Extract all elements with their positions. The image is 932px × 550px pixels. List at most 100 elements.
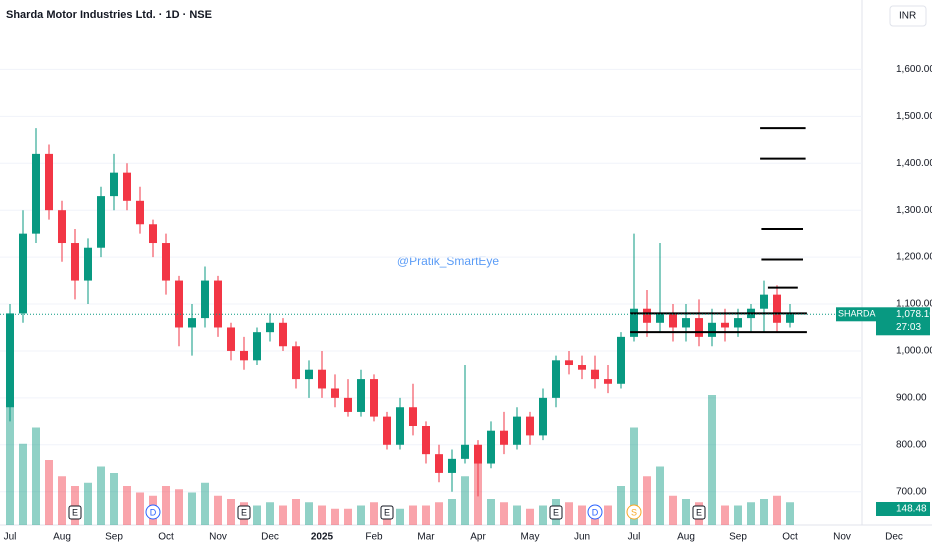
candle-body (591, 369, 599, 380)
candle-body (422, 426, 430, 455)
y-tick-label: 1,200.00 (896, 252, 932, 263)
y-tick-label: 700.00 (896, 486, 927, 497)
event-label: E (72, 507, 78, 517)
x-tick-label: Jul (4, 532, 17, 543)
volume-bar (500, 502, 508, 525)
candle-body (71, 243, 79, 281)
volume-bar (396, 508, 404, 525)
volume-tag: 148.48 K (896, 504, 932, 515)
candle-body (45, 153, 53, 211)
event-label: S (631, 507, 637, 517)
currency[interactable]: INR (899, 11, 916, 22)
volume-bar (201, 482, 209, 525)
volume-tag-box (876, 502, 930, 516)
candle-body (370, 379, 378, 417)
candle-body (266, 322, 274, 333)
volume-bar (357, 505, 365, 525)
candle-body (513, 416, 521, 445)
volume-bar (331, 508, 339, 525)
x-tick-label: Jun (574, 532, 590, 543)
event-label: E (696, 507, 702, 517)
volume-bar (175, 489, 183, 525)
candle-body (786, 314, 794, 323)
volume-bar (721, 505, 729, 525)
volume-bar (32, 427, 40, 525)
volume-bar (84, 482, 92, 525)
candle-body (110, 172, 118, 197)
volume-bar (760, 499, 768, 525)
candle-body (123, 172, 131, 201)
x-tick-label: Oct (158, 532, 174, 543)
candle-body (695, 318, 703, 337)
volume-bar (487, 499, 495, 525)
volume-bar (578, 505, 586, 525)
candle-body (760, 294, 768, 309)
volume-bar (370, 502, 378, 525)
symbol-tag-box (836, 307, 876, 322)
volume-bar (318, 505, 326, 525)
volume-bar (110, 473, 118, 525)
volume-bar (227, 499, 235, 525)
event-icon (237, 505, 251, 520)
candle-body (500, 430, 508, 445)
volume-bar (97, 466, 105, 525)
volume-bar (292, 499, 300, 525)
event-icon (692, 505, 706, 520)
volume-bar (669, 495, 677, 525)
candle-body (396, 407, 404, 445)
volume-bar (604, 505, 612, 525)
volume-bar (617, 486, 625, 525)
candle-body (149, 224, 157, 244)
candle-body (656, 313, 664, 323)
event-icon (380, 505, 394, 520)
event-icon (145, 504, 161, 520)
y-tick-label: 1,100.00 (896, 299, 932, 310)
y-tick-label: 1,000.00 (896, 346, 932, 357)
volume-bar (58, 476, 66, 525)
candle-body (643, 308, 651, 323)
candle-body (331, 388, 339, 398)
watermark: @Pratik_SmartEye (397, 254, 500, 268)
candle-body (409, 407, 417, 427)
event-icon (68, 505, 82, 520)
volume-bar (305, 502, 313, 525)
volume-bar (565, 502, 573, 525)
volume-bar (747, 502, 755, 525)
candle-body (708, 322, 716, 337)
candle-body (461, 444, 469, 459)
y-tick-label: 900.00 (896, 392, 927, 403)
price-tag: 1,078.10 (896, 309, 932, 320)
candle-body (32, 153, 40, 234)
event-icon (549, 505, 563, 520)
event-icon (587, 504, 603, 520)
x-tick-label: Dec (261, 532, 279, 543)
candle-body (487, 430, 495, 464)
x-tick-label: Nov (209, 532, 227, 543)
volume-bar (656, 466, 664, 525)
volume-bar (45, 460, 53, 525)
candle-body (292, 346, 300, 380)
volume-bar (461, 476, 469, 525)
candle-body (578, 365, 586, 370)
price-tag-box (876, 307, 930, 336)
countdown: 27:03 (896, 322, 921, 333)
candle-body (552, 360, 560, 398)
x-tick-label: Feb (365, 532, 383, 543)
candle-body (773, 294, 781, 323)
candle-body (240, 350, 248, 361)
x-tick-label: Dec (885, 532, 903, 543)
candle-body (253, 332, 261, 361)
x-tick-label: Jul (628, 532, 641, 543)
y-tick-label: 1,500.00 (896, 111, 932, 122)
candle-body (357, 379, 365, 412)
candle-body (630, 308, 638, 337)
candle-body (201, 280, 209, 319)
symbol-tag: SHARDAMOTR (838, 309, 903, 319)
volume-bar (786, 502, 794, 525)
event-icon (626, 504, 642, 520)
currency-box[interactable] (889, 5, 927, 27)
x-tick-label: 2025 (311, 532, 334, 543)
candle-body (734, 318, 742, 328)
